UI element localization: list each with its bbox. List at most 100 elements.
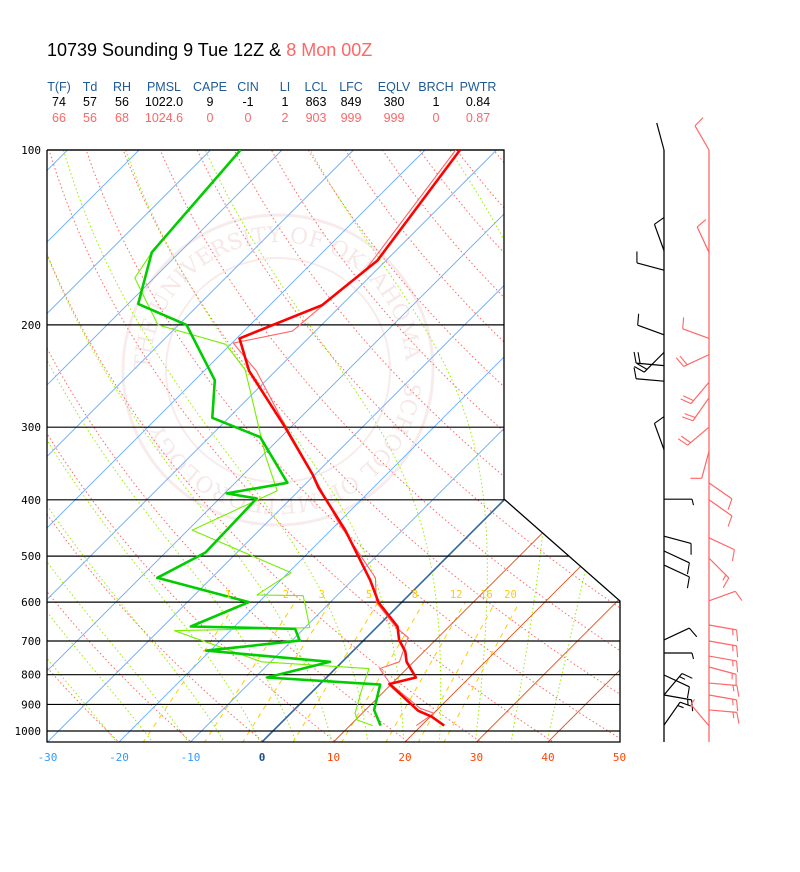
- barb-flag: [680, 398, 692, 405]
- stats-header: EQLV: [378, 80, 411, 94]
- wind-barb: [708, 624, 739, 642]
- mixing-ratio-label: 1: [225, 589, 231, 601]
- dewpoint-line-1: [134, 150, 373, 727]
- barb-flag: [722, 577, 730, 589]
- barb-shaft: [663, 627, 690, 641]
- stats-header: RH: [113, 80, 131, 94]
- pressure-tick-label: 800: [21, 669, 41, 682]
- dry-adiabat: [418, 150, 620, 742]
- wind-barb: [637, 313, 665, 336]
- wind-barb: [708, 499, 733, 527]
- barb-flag: [736, 699, 739, 712]
- moist-adiabat: [47, 150, 262, 742]
- temperature-tick-label: 0: [259, 751, 266, 764]
- wind-barb: [653, 416, 665, 450]
- dry-adiabat: [270, 150, 620, 742]
- dry-adiabat: [679, 150, 800, 743]
- barb-shaft: [653, 224, 665, 251]
- isotherm: [47, 150, 211, 742]
- dry-adiabat: [122, 150, 620, 742]
- stats-value: 863: [306, 95, 327, 109]
- stats-value: 56: [83, 111, 97, 125]
- wind-barb: [708, 666, 737, 686]
- watermark-text: THE UNIVERSITY OF OKLAHOMA · SCHOOL OF M…: [131, 223, 425, 517]
- barb-shaft: [708, 499, 733, 517]
- barb-flag: [654, 217, 665, 225]
- barb-flag: [654, 416, 665, 424]
- barb-shaft: [708, 709, 737, 713]
- barb-shaft: [708, 537, 735, 551]
- wind-barb: [694, 117, 710, 151]
- stats-value: 903: [306, 111, 327, 125]
- stats-value: 68: [115, 111, 129, 125]
- pressure-tick-label: 400: [21, 494, 41, 507]
- stats-value: 9: [207, 95, 214, 109]
- mixing-ratio-label: 3: [319, 589, 325, 601]
- pressure-tick-label: 900: [21, 698, 41, 711]
- mixing-ratio-line: [417, 601, 496, 742]
- barb-shaft: [663, 674, 690, 688]
- isotherm: [118, 150, 620, 742]
- wind-barb: [708, 682, 740, 697]
- barb-shaft: [708, 624, 737, 631]
- barb-flag: [686, 686, 690, 699]
- barb-flag: [633, 367, 637, 379]
- wind-barb: [663, 673, 693, 696]
- stats-header: CIN: [237, 80, 259, 94]
- stats-value: -1: [242, 95, 253, 109]
- barb-shaft: [708, 655, 737, 662]
- isotherm: [333, 150, 620, 742]
- barb-shaft: [663, 550, 690, 564]
- barb-shaft: [663, 673, 683, 696]
- barb-flag: [736, 685, 740, 697]
- stats-value: 66: [52, 111, 66, 125]
- mixing-ratio-label: 8: [412, 589, 418, 601]
- barb-flag: [679, 355, 688, 366]
- barb-flag: [736, 629, 739, 642]
- wind-barb: [664, 652, 695, 660]
- isotherm: [47, 150, 283, 742]
- stats-value: 0.84: [466, 95, 490, 109]
- mixing-ratio-line: [442, 601, 520, 742]
- dry-adiabat: [47, 150, 411, 742]
- svg-text:THE UNIVERSITY OF OKLAHOMA · S: THE UNIVERSITY OF OKLAHOMA · SCHOOL OF M…: [131, 223, 425, 517]
- moist-adiabat: [204, 150, 442, 742]
- stats-header: LFC: [339, 80, 363, 94]
- barb-flag: [727, 498, 733, 510]
- barb-shaft: [690, 381, 710, 405]
- wind-barb: [708, 694, 739, 712]
- temperature-line-0: [238, 150, 462, 727]
- wind-barb: [633, 351, 665, 367]
- stats-value: 0: [245, 111, 252, 125]
- wind-barb: [663, 694, 694, 712]
- moist-adiabat: [47, 150, 154, 742]
- dry-adiabat: [47, 150, 121, 742]
- barb-shaft: [656, 122, 665, 151]
- stats-header: CAPE: [193, 80, 227, 94]
- stats-header: T(F): [47, 80, 71, 94]
- barb-shaft: [653, 423, 665, 450]
- dry-adiabat: [48, 150, 556, 742]
- barb-shaft: [663, 701, 681, 726]
- barb-flag: [736, 660, 739, 673]
- moist-adiabat: [47, 150, 119, 742]
- barb-half-flag: [679, 676, 686, 680]
- wind-barb: [633, 367, 665, 382]
- barb-shaft: [682, 328, 710, 339]
- barb-flag: [736, 645, 739, 658]
- plot-frame: [46, 149, 621, 743]
- stats-value: 1: [282, 95, 289, 109]
- mixing-ratio-line: [203, 601, 296, 742]
- barb-flag: [681, 673, 693, 679]
- isotherm: [47, 150, 354, 742]
- dewpoint-line-0: [136, 150, 382, 727]
- stats-header: BRCH: [418, 80, 453, 94]
- stats-value: 0: [433, 111, 440, 125]
- stats-value: 1022.0: [145, 95, 183, 109]
- wind-barb: [663, 674, 690, 699]
- stats-value: 57: [83, 95, 97, 109]
- wind-barb: [708, 709, 740, 724]
- pressure-tick-label: 1000: [15, 725, 42, 738]
- barb-flag: [682, 317, 685, 329]
